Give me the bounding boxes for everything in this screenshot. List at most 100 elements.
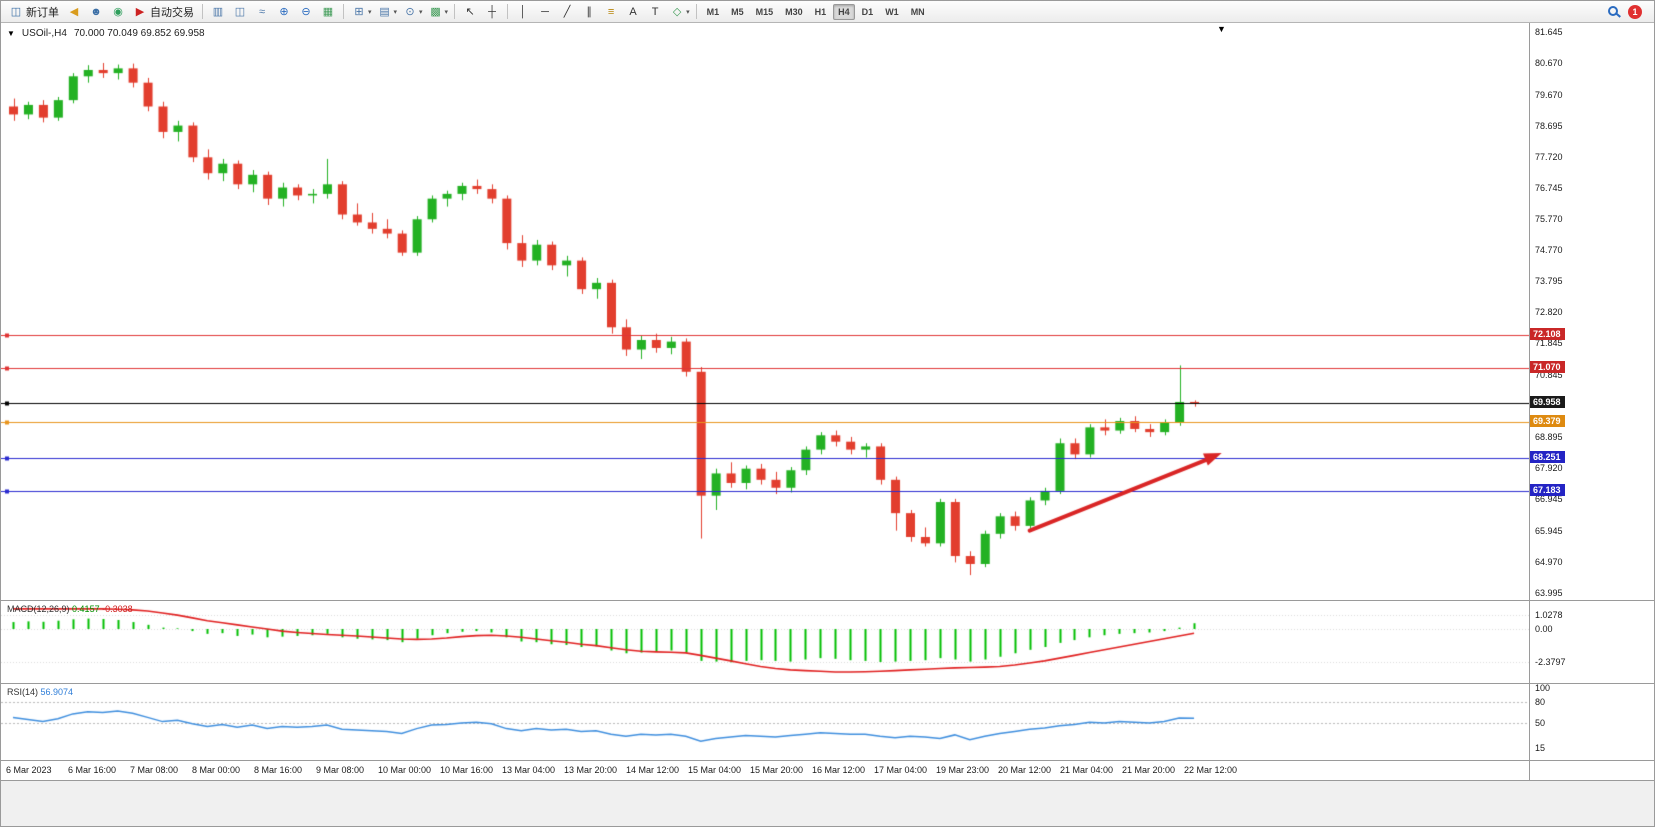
timeframe-mn[interactable]: MN bbox=[910, 6, 925, 17]
equidistant-channel-icon[interactable]: ∥ bbox=[578, 3, 600, 21]
price-axis-label: 75.770 bbox=[1535, 213, 1563, 224]
notification-badge[interactable]: 1 bbox=[1628, 4, 1642, 19]
dropdown-caret-icon[interactable]: ▾ bbox=[686, 8, 690, 16]
main-toolbar: ◫ 新订单 ◀ ☻ ◉ ▶ 自动交易 ▥ ◫ ≈ ⊕ ⊖ ▦ ⊞ ▾ ▤ ▾ ⊙ ▾ ▩ ▾ ↖ ┼ │ ─ ╱ ∥ ≡ A T ◇ ▾ M1 M… bbox=[1, 1, 1654, 23]
price-axis-label: 68.895 bbox=[1535, 432, 1563, 443]
bar-chart-icon[interactable]: ▥ bbox=[207, 3, 229, 21]
trendline-icon: ╱ bbox=[563, 5, 571, 18]
rsi-panel-separator[interactable] bbox=[1, 683, 1654, 684]
price-axis-label: 66.945 bbox=[1535, 494, 1563, 505]
profile-icon: ☻ bbox=[90, 5, 102, 18]
chart-menu-caret-icon[interactable]: ▼ bbox=[7, 29, 15, 38]
time-axis-label: 21 Mar 04:00 bbox=[1060, 765, 1114, 775]
timeframe-m5[interactable]: M5 bbox=[731, 6, 744, 17]
rsi-canvas[interactable] bbox=[1, 684, 1529, 760]
dropdown-caret-icon[interactable]: ▾ bbox=[419, 8, 423, 16]
macd-axis-label: -2.3797 bbox=[1535, 657, 1566, 667]
profiles-icon[interactable]: ▤ bbox=[374, 3, 396, 21]
new-chart-icon: ⊞ bbox=[354, 5, 364, 18]
text-icon[interactable]: A bbox=[622, 3, 644, 21]
toolbar-separator bbox=[202, 4, 203, 19]
autotrading-button-label: 自动交易 bbox=[150, 6, 194, 19]
price-axis-label: 63.995 bbox=[1535, 587, 1563, 598]
toolbar-separator bbox=[695, 4, 697, 19]
time-axis-label: 19 Mar 23:00 bbox=[936, 765, 990, 775]
rsi-name: RSI(14) bbox=[7, 687, 39, 697]
news-horn-icon: ◀ bbox=[69, 5, 79, 18]
trendline-icon[interactable]: ╱ bbox=[556, 3, 578, 21]
price-axis-label: 78.695 bbox=[1535, 120, 1563, 131]
zoom-in-icon[interactable]: ⊕ bbox=[273, 3, 295, 21]
dropdown-caret-icon[interactable]: ▾ bbox=[393, 8, 398, 16]
time-axis-label: 10 Mar 00:00 bbox=[378, 765, 432, 775]
text-icon: A bbox=[629, 5, 637, 18]
time-axis-label: 17 Mar 04:00 bbox=[874, 765, 928, 775]
profile-icon[interactable]: ☻ bbox=[85, 3, 107, 21]
tile-windows-icon[interactable]: ▦ bbox=[317, 3, 339, 21]
rsi-axis-label: 50 bbox=[1535, 718, 1546, 728]
rsi-label: RSI(14) 56.9074 bbox=[7, 687, 73, 697]
timeframe-w1[interactable]: W1 bbox=[885, 6, 899, 17]
candlestick-chart-icon[interactable]: ◫ bbox=[229, 3, 251, 21]
cursor-icon[interactable]: ↖ bbox=[459, 3, 481, 21]
autotrading-icon: ▶ bbox=[135, 5, 145, 18]
price-axis-label: 64.970 bbox=[1535, 556, 1563, 567]
time-axis-label: 6 Mar 16:00 bbox=[68, 765, 117, 775]
zoom-out-icon: ⊖ bbox=[301, 5, 311, 18]
macd-canvas[interactable] bbox=[1, 601, 1529, 683]
time-axis[interactable]: 6 Mar 2023 6 Mar 16:00 7 Mar 08:00 8 Mar 00… bbox=[1, 761, 1529, 780]
price-axis-label: 65.945 bbox=[1535, 525, 1563, 536]
arrows-icon[interactable]: ◇ bbox=[666, 3, 688, 21]
dropdown-caret-icon[interactable]: ▾ bbox=[368, 8, 372, 16]
price-axis-label: 79.670 bbox=[1535, 89, 1563, 100]
macd-panel-separator[interactable] bbox=[1, 600, 1654, 601]
chart-title: ▼ USOil-,H4 70.000 70.049 69.852 69.958 bbox=[7, 28, 205, 39]
search-icon[interactable] bbox=[1608, 5, 1618, 16]
timeframe-d1[interactable]: D1 bbox=[861, 6, 874, 17]
periods-icon[interactable]: ⊙ bbox=[399, 3, 421, 21]
price-axis-label: 77.720 bbox=[1535, 151, 1563, 162]
crosshair-icon[interactable]: ┼ bbox=[481, 3, 503, 21]
text-label-icon[interactable]: T bbox=[644, 3, 666, 21]
scroll-to-end-marker-icon[interactable]: ▼ bbox=[1217, 24, 1226, 34]
timeframe-h1[interactable]: H1 bbox=[814, 6, 827, 17]
rsi-value: 56.9074 bbox=[40, 687, 74, 697]
timeframe-m30[interactable]: M30 bbox=[785, 6, 803, 17]
indicators-icon[interactable]: ▩ bbox=[425, 3, 447, 21]
community-icon[interactable]: ◉ bbox=[107, 3, 129, 21]
zoom-in-icon: ⊕ bbox=[279, 5, 289, 18]
horizontal-line-icon[interactable]: ─ bbox=[534, 3, 556, 21]
line-chart-icon[interactable]: ≈ bbox=[251, 3, 273, 21]
macd-label: MACD(12,26,9) 0.4157 -0.3038 bbox=[7, 604, 133, 614]
price-chart-canvas[interactable] bbox=[1, 23, 1529, 600]
zoom-out-icon[interactable]: ⊖ bbox=[295, 3, 317, 21]
time-axis-separator bbox=[1, 760, 1654, 761]
macd-signal-value: -0.3038 bbox=[102, 604, 133, 614]
timeframe-h4[interactable]: H4 bbox=[833, 3, 855, 20]
price-axis[interactable]: 81.645 80.670 79.670 78.695 77.720 76.745 75.7… bbox=[1529, 23, 1654, 780]
time-axis-label: 8 Mar 00:00 bbox=[192, 765, 241, 775]
price-axis-label: 70.845 bbox=[1535, 370, 1563, 381]
timeframe-m15[interactable]: M15 bbox=[755, 6, 774, 17]
time-axis-label: 13 Mar 04:00 bbox=[502, 765, 556, 775]
time-axis-label: 13 Mar 20:00 bbox=[564, 765, 618, 775]
time-axis-label: 15 Mar 04:00 bbox=[688, 765, 742, 775]
price-line-label: 67.183 bbox=[1530, 484, 1565, 497]
vertical-line-icon[interactable]: │ bbox=[512, 3, 534, 21]
chart-ohlc-values: 70.000 70.049 69.852 69.958 bbox=[73, 28, 205, 39]
fibonacci-icon[interactable]: ≡ bbox=[600, 3, 622, 21]
news-horn-icon[interactable]: ◀ bbox=[63, 3, 85, 21]
timeframe-m1[interactable]: M1 bbox=[706, 6, 720, 17]
time-axis-label: 9 Mar 08:00 bbox=[316, 765, 365, 775]
price-axis-label: 80.670 bbox=[1535, 57, 1563, 68]
new-order-button[interactable]: ◫ 新订单 bbox=[5, 3, 63, 21]
autotrading-button[interactable]: ▶ 自动交易 bbox=[129, 3, 198, 21]
horizontal-line-icon: ─ bbox=[541, 5, 549, 18]
price-line-label: 71.070 bbox=[1530, 360, 1565, 373]
time-axis-label: 22 Mar 12:00 bbox=[1184, 765, 1238, 775]
crosshair-icon: ┼ bbox=[488, 5, 496, 18]
price-axis-label: 74.770 bbox=[1535, 245, 1563, 256]
new-chart-icon[interactable]: ⊞ bbox=[348, 3, 370, 21]
dropdown-caret-icon[interactable]: ▾ bbox=[444, 8, 449, 16]
